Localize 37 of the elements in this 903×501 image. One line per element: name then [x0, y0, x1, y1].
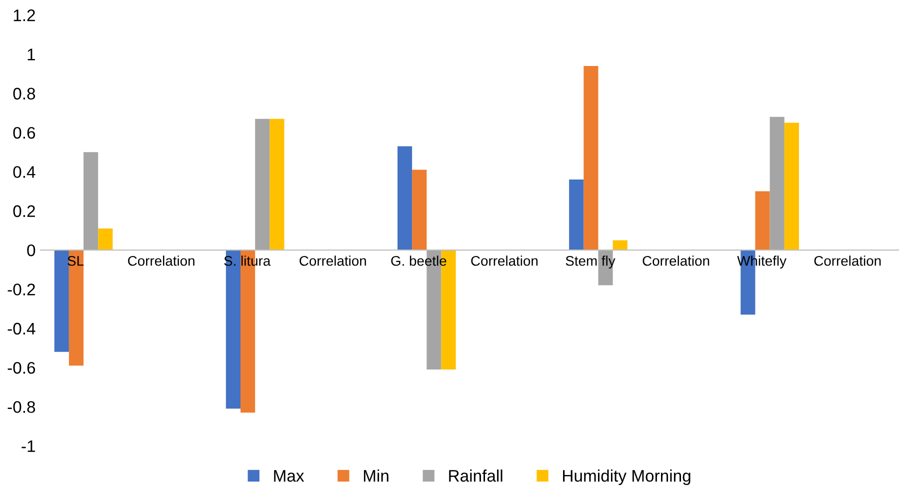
bar: [68, 250, 84, 366]
y-tick-label: -0.2: [8, 284, 35, 296]
bar: [584, 66, 598, 250]
y-tick-label: -0.4: [8, 322, 36, 335]
y-tick-label: -0.8: [8, 401, 36, 413]
legend-label: Min: [364, 470, 388, 482]
bar: [270, 118, 284, 250]
bar: [255, 118, 270, 250]
y-tick-label: 0.4: [13, 166, 36, 178]
legend-label: Max: [274, 470, 304, 482]
y-tick-label: -0.6: [8, 362, 36, 374]
bar: [398, 146, 412, 250]
bar: [412, 170, 427, 250]
y-tick-label: 1: [28, 48, 35, 60]
legend-label: Humidity Morning: [563, 470, 690, 486]
y-tick-label: 1.2: [14, 9, 35, 22]
bar: [784, 122, 799, 250]
x-tick-label: Correlation: [128, 256, 194, 266]
y-tick-label: 0.8: [13, 88, 36, 100]
y-tick-label: 0: [27, 244, 36, 256]
x-tick-label: Correlation: [300, 256, 366, 266]
bar: [84, 152, 98, 250]
x-tick-label: Correlation: [471, 256, 538, 266]
y-tick-label: 0.6: [13, 126, 36, 139]
bar: [770, 116, 784, 250]
legend-label: Rainfall: [449, 470, 502, 482]
x-tick-label: Stem fly: [566, 256, 616, 269]
x-tick-label: Correlation: [814, 256, 881, 266]
bar: [755, 191, 770, 250]
bar: [226, 250, 241, 409]
bar: [612, 240, 628, 250]
bar: [54, 250, 69, 352]
bar: [98, 228, 113, 250]
y-tick-label: -1: [22, 440, 35, 452]
y-tick-label: 0.2: [13, 205, 35, 218]
x-tick-label: Correlation: [642, 256, 710, 266]
bar: [569, 180, 584, 250]
